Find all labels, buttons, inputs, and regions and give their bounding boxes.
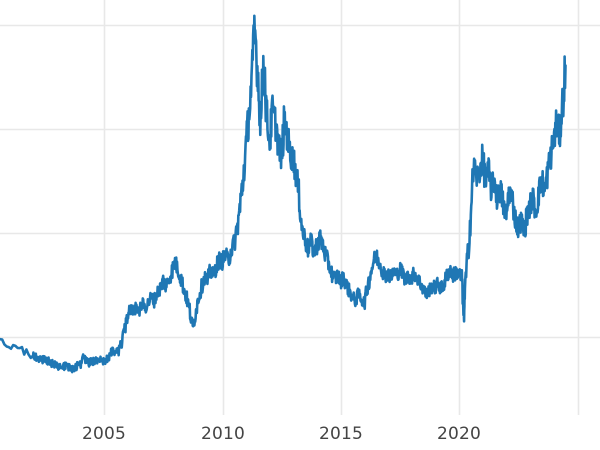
y-gridlines	[0, 24, 600, 339]
x-tick-label: 2005	[81, 424, 127, 444]
x-tick-label: 2010	[200, 424, 246, 444]
x-gridlines	[103, 0, 580, 415]
x-tick-label: 2015	[318, 424, 364, 444]
price-line	[0, 14, 567, 374]
x-tick-label: 2020	[436, 424, 482, 444]
